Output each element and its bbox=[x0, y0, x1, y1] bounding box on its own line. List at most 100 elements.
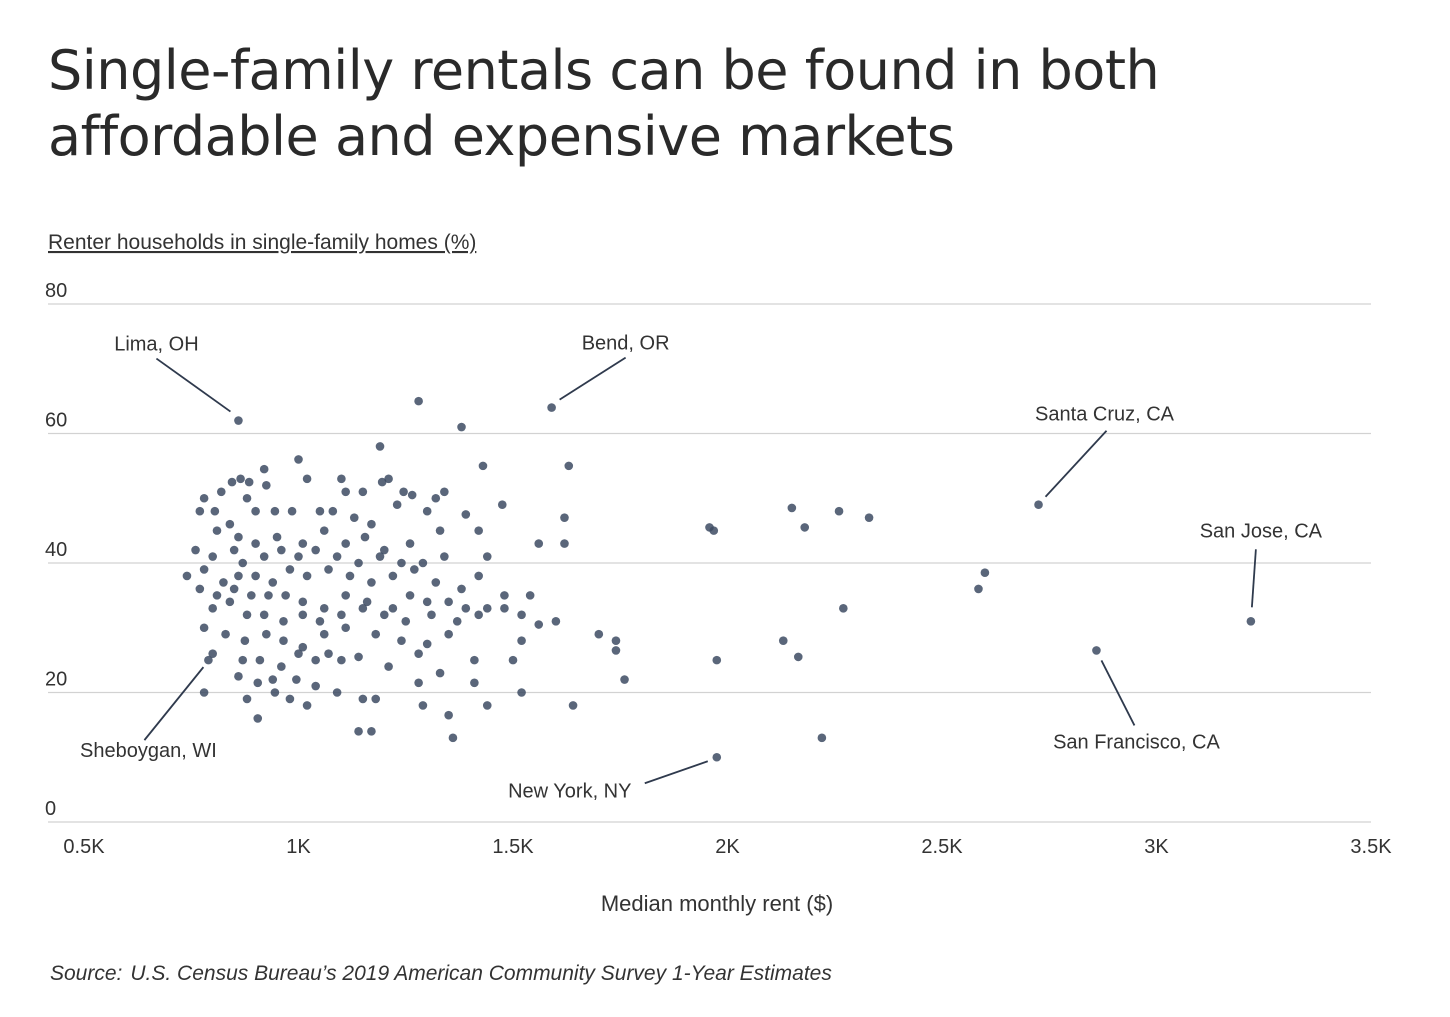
data-point bbox=[337, 610, 346, 620]
data-point bbox=[199, 623, 209, 633]
data-point bbox=[377, 477, 387, 487]
data-point bbox=[839, 604, 848, 613]
data-point bbox=[277, 545, 286, 555]
y-tick-label: 40 bbox=[45, 539, 67, 561]
data-point bbox=[709, 526, 719, 535]
data-points bbox=[182, 396, 1256, 762]
data-point bbox=[287, 506, 297, 516]
annotation-leader-line bbox=[1100, 660, 1136, 726]
data-point bbox=[461, 510, 471, 519]
data-point bbox=[461, 604, 471, 613]
data-point bbox=[431, 578, 441, 587]
data-point bbox=[435, 526, 445, 535]
annotation-labels: Lima, OH Bend, OR Santa Cruz, CA San Jose, … bbox=[80, 333, 1323, 803]
data-point bbox=[268, 675, 278, 684]
data-point bbox=[817, 733, 827, 743]
data-point bbox=[422, 597, 432, 607]
annotation-label: Santa Cruz, CA bbox=[1035, 404, 1175, 426]
data-point bbox=[240, 636, 250, 645]
data-point bbox=[219, 578, 228, 587]
data-point bbox=[560, 513, 569, 522]
data-point bbox=[482, 604, 492, 613]
data-point bbox=[191, 545, 200, 555]
data-point bbox=[517, 636, 526, 645]
data-point bbox=[328, 506, 338, 516]
data-point bbox=[294, 552, 303, 561]
x-axis-ticks: 0.5K 1K 1.5K 2K 2.5K 3K 3.5K bbox=[63, 836, 1392, 858]
data-point bbox=[337, 474, 346, 484]
data-point bbox=[354, 727, 363, 736]
data-point bbox=[294, 455, 303, 464]
data-point bbox=[568, 701, 578, 710]
data-point bbox=[354, 652, 363, 662]
data-point bbox=[225, 597, 235, 607]
annotation-label: Bend, OR bbox=[582, 333, 670, 355]
data-point bbox=[332, 552, 342, 561]
annotation-label: San Francisco, CA bbox=[1053, 731, 1220, 753]
y-tick-label: 60 bbox=[45, 410, 67, 432]
data-point bbox=[508, 655, 518, 665]
data-point bbox=[285, 565, 295, 574]
data-point bbox=[319, 604, 329, 613]
data-point bbox=[712, 752, 722, 762]
data-point bbox=[182, 571, 192, 581]
annotation-label: Sheboygan, WI bbox=[80, 740, 217, 762]
data-point bbox=[195, 584, 205, 594]
data-point bbox=[793, 652, 803, 662]
data-point bbox=[482, 701, 492, 710]
data-point bbox=[564, 461, 574, 471]
data-point bbox=[199, 565, 209, 574]
data-point bbox=[341, 623, 350, 633]
data-point bbox=[500, 604, 509, 613]
data-point bbox=[208, 649, 217, 658]
data-point bbox=[397, 636, 406, 645]
data-point bbox=[440, 487, 449, 497]
data-point bbox=[497, 500, 507, 510]
data-point bbox=[414, 649, 423, 658]
x-tick-label: 2K bbox=[715, 836, 740, 858]
data-point bbox=[547, 403, 556, 412]
data-point bbox=[262, 481, 271, 490]
data-point bbox=[560, 539, 569, 548]
data-point bbox=[277, 662, 286, 671]
data-point bbox=[315, 506, 325, 516]
data-point bbox=[259, 552, 269, 561]
data-point bbox=[210, 506, 220, 516]
data-point bbox=[298, 597, 308, 607]
annotation-leader-line bbox=[644, 760, 709, 785]
data-point bbox=[517, 610, 526, 620]
data-point bbox=[778, 636, 788, 645]
data-point bbox=[251, 506, 260, 516]
data-point bbox=[229, 584, 239, 594]
data-point bbox=[292, 675, 301, 684]
data-point bbox=[375, 552, 385, 561]
annotation-label: New York, NY bbox=[508, 780, 631, 802]
x-tick-label: 1.5K bbox=[492, 836, 534, 858]
data-point bbox=[392, 500, 402, 510]
data-point bbox=[358, 604, 368, 613]
data-point bbox=[470, 655, 479, 665]
data-point bbox=[229, 545, 239, 555]
data-point bbox=[388, 604, 398, 613]
data-point bbox=[255, 655, 265, 665]
data-point bbox=[380, 610, 389, 620]
data-point bbox=[375, 442, 385, 451]
data-point bbox=[279, 636, 288, 645]
data-point bbox=[311, 681, 320, 691]
data-point bbox=[611, 636, 621, 645]
data-point bbox=[414, 678, 423, 688]
data-point bbox=[302, 701, 312, 710]
data-point bbox=[208, 552, 217, 561]
data-point bbox=[270, 688, 280, 697]
data-point bbox=[367, 519, 376, 529]
data-point bbox=[324, 649, 333, 658]
data-point bbox=[236, 474, 245, 484]
data-point bbox=[332, 688, 342, 697]
data-point bbox=[611, 646, 621, 655]
data-point bbox=[259, 464, 269, 474]
data-point bbox=[298, 610, 308, 620]
data-point bbox=[457, 584, 466, 594]
data-point bbox=[864, 513, 874, 522]
data-point bbox=[234, 416, 243, 425]
